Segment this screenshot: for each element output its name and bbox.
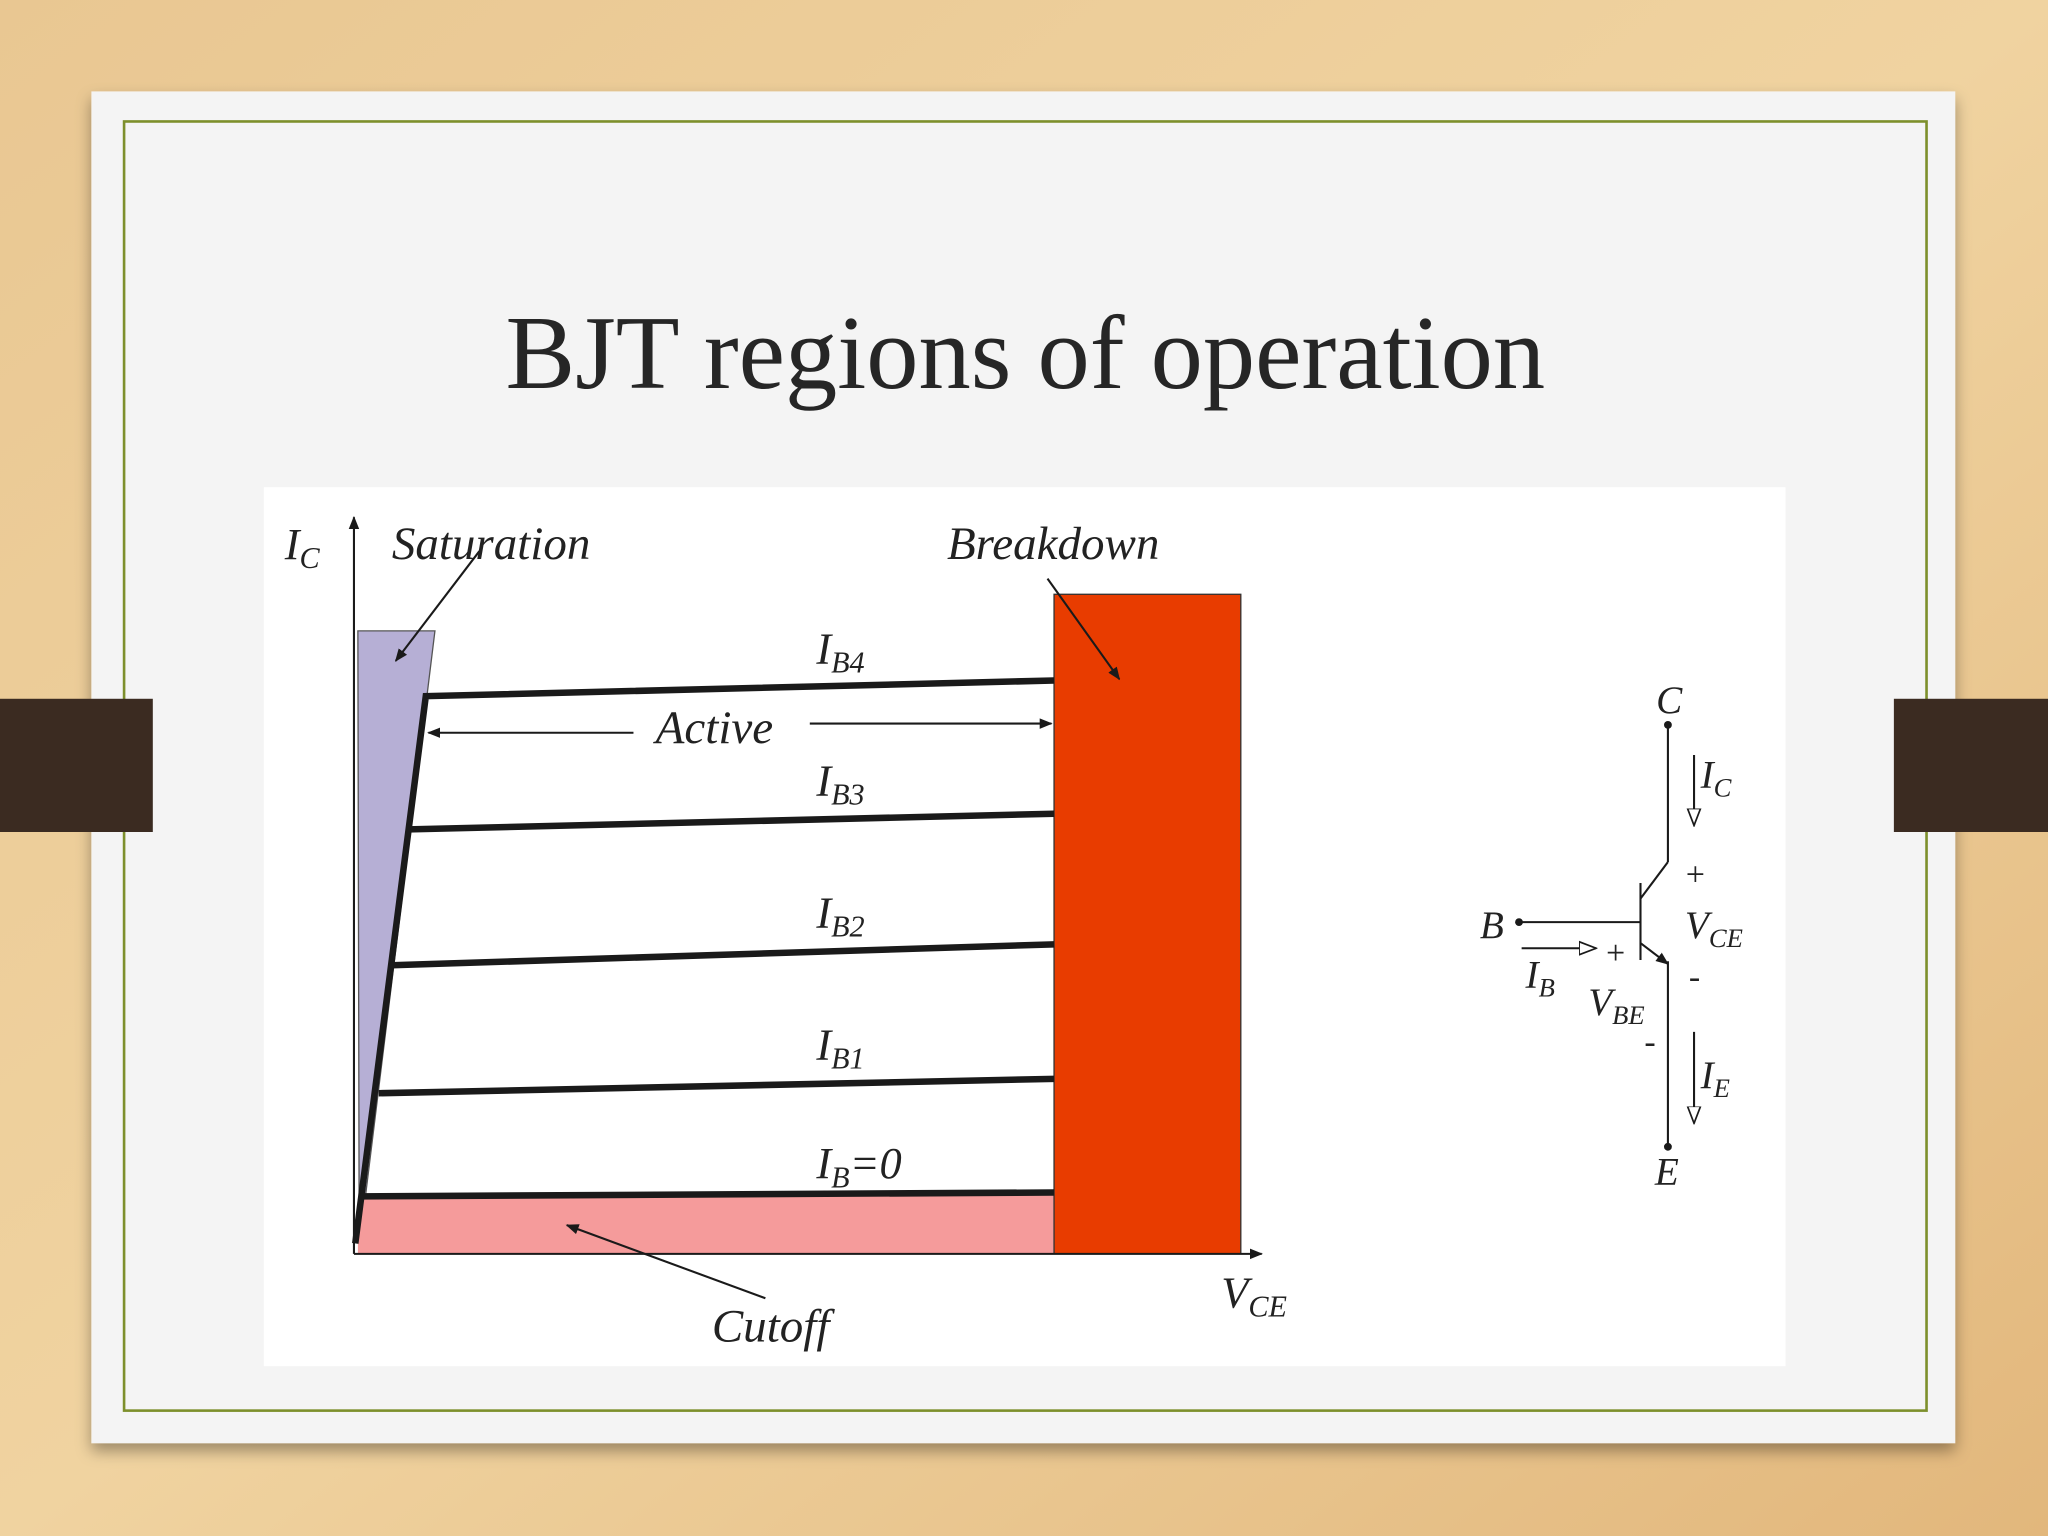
subscript: C: [300, 541, 321, 575]
symbol: I: [1525, 953, 1541, 996]
transistor-symbol: [1515, 720, 1694, 1151]
region-label: Cutoff: [712, 1300, 835, 1352]
curve-label: IB1: [815, 1019, 864, 1075]
symbol: I: [815, 1138, 833, 1188]
subscript: CE: [1709, 923, 1743, 953]
curve: [352, 677, 1055, 1244]
slide-title: BJT regions of operation: [505, 295, 1545, 411]
current-label: IB: [1525, 953, 1555, 1002]
polarity: +: [1604, 935, 1627, 972]
subscript: B2: [831, 909, 865, 943]
breakdown-region: [1053, 593, 1242, 1255]
curve: [360, 1189, 1055, 1200]
polarity: -: [1689, 958, 1700, 995]
clip-left: [0, 698, 153, 832]
curve-label: IB2: [815, 887, 864, 943]
pointer: [565, 1224, 766, 1300]
region-label: Active: [653, 702, 773, 754]
subscript: B: [1539, 973, 1555, 1003]
terminal-label: C: [1656, 679, 1683, 722]
symbol: V: [1221, 1267, 1253, 1317]
x-axis-label: VCE: [1221, 1267, 1287, 1323]
polarity: -: [1644, 1024, 1655, 1061]
symbol: I: [815, 624, 833, 674]
region-label: Breakdown: [947, 518, 1159, 570]
y-axis-label: IC: [284, 519, 321, 575]
symbol: I: [815, 1019, 833, 1069]
symbol: I: [1700, 1054, 1716, 1097]
emitter-arrow: [1639, 942, 1669, 965]
voltage-label: VBE: [1588, 981, 1644, 1030]
symbol: V: [1588, 981, 1616, 1024]
symbol: I: [284, 519, 302, 569]
current-label: IE: [1700, 1054, 1730, 1103]
curve-label: IB4: [815, 624, 864, 680]
terminal-label: B: [1480, 904, 1504, 947]
terminal: [1664, 1142, 1672, 1151]
polarity: +: [1684, 857, 1707, 894]
subscript: B4: [831, 646, 865, 680]
curve: [391, 941, 1055, 969]
curve: [378, 1075, 1055, 1097]
subscript: CE: [1248, 1290, 1287, 1324]
subscript: B3: [831, 778, 865, 812]
subscript: B: [831, 1160, 849, 1194]
curve-label: IB3: [815, 755, 864, 811]
current-label: IC: [1700, 754, 1732, 803]
wire: [1639, 861, 1669, 900]
terminal: [1515, 918, 1523, 927]
terminal: [1664, 720, 1672, 729]
terminal-label: E: [1654, 1151, 1679, 1194]
symbol: I: [815, 887, 833, 937]
curve: [408, 810, 1055, 833]
region-label: Saturation: [392, 518, 591, 570]
subscript: B1: [831, 1041, 865, 1075]
pointer: [1046, 578, 1121, 681]
curve-label: IB=0: [815, 1138, 901, 1194]
subscript: E: [1713, 1073, 1730, 1103]
subscript: BE: [1612, 1000, 1645, 1030]
suffix: =0: [850, 1138, 902, 1188]
cutoff-region: [357, 1192, 1055, 1254]
symbol: I: [815, 755, 833, 805]
subscript: C: [1714, 773, 1732, 803]
clip-right: [1893, 698, 2048, 832]
voltage-label: VCE: [1685, 904, 1743, 953]
symbol: I: [1700, 754, 1716, 797]
symbol: V: [1685, 904, 1713, 947]
pointer: [394, 550, 481, 662]
